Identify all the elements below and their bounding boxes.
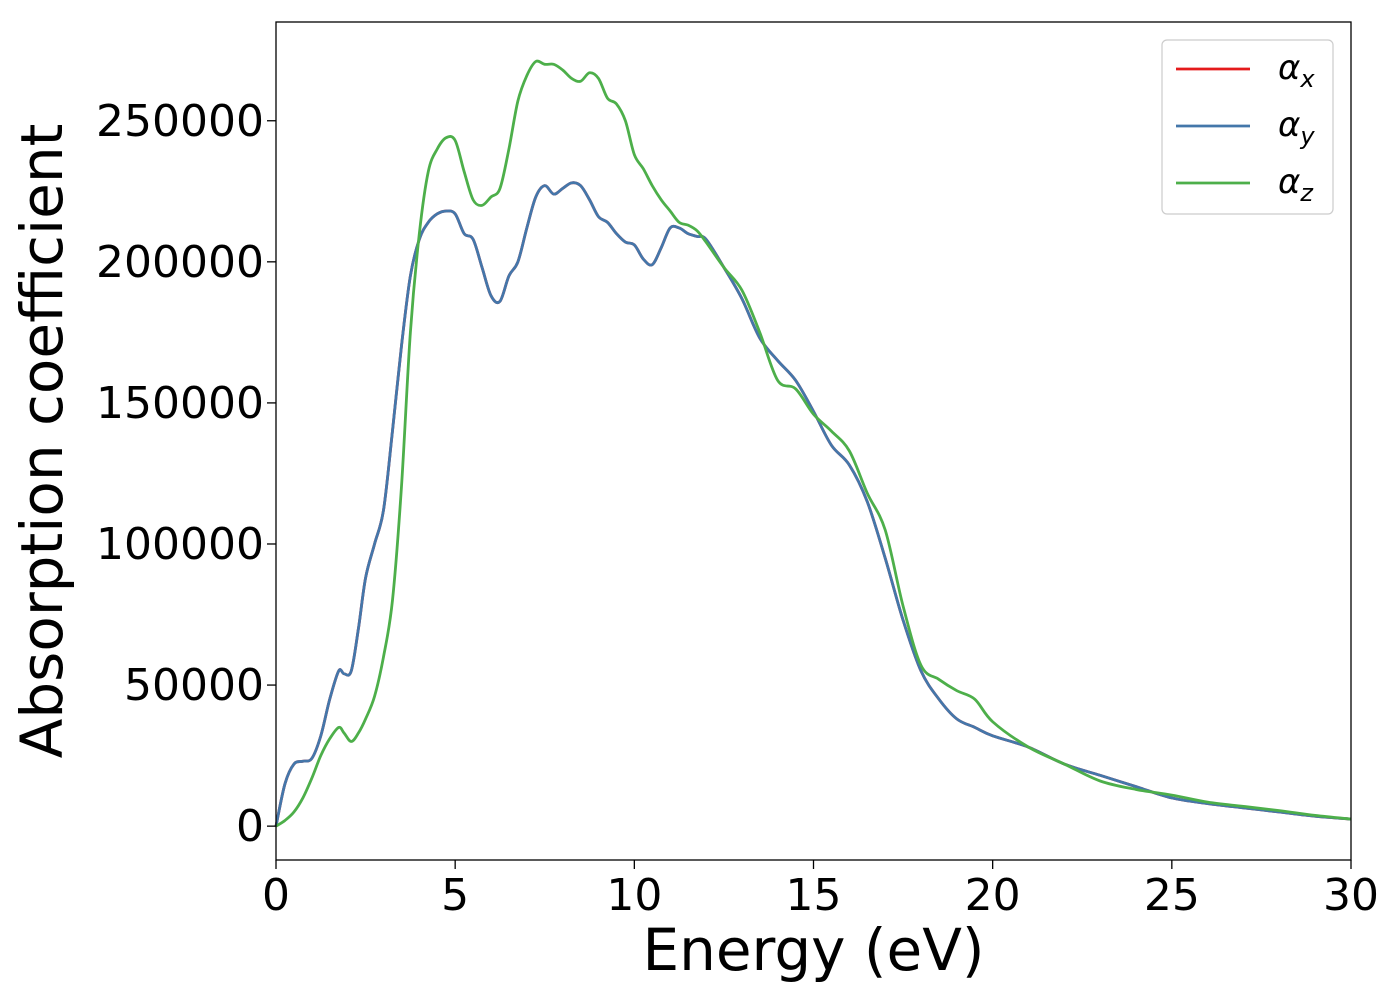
y-tick-label: 250000 xyxy=(96,96,264,147)
x-tick-label: 15 xyxy=(786,870,842,921)
plot-lines xyxy=(274,59,1352,828)
series-line-x xyxy=(274,181,1352,827)
x-axis: 0 5 10 15 20 25 30 xyxy=(262,860,1379,921)
x-tick-label: 25 xyxy=(1144,870,1200,921)
y-tick-label: 0 xyxy=(236,801,264,852)
y-axis-label: Absorption coefficient xyxy=(8,124,76,759)
y-tick-label: 50000 xyxy=(124,660,264,711)
y-tick-label: 200000 xyxy=(96,237,264,288)
x-tick-label: 10 xyxy=(606,870,662,921)
y-axis: 0 50000 100000 150000 200000 250000 xyxy=(96,96,276,852)
y-tick-label: 150000 xyxy=(96,378,264,429)
series-line-z xyxy=(275,59,1352,828)
x-axis-label: Energy (eV) xyxy=(642,916,984,984)
x-tick-label: 30 xyxy=(1323,870,1379,921)
x-tick-label: 20 xyxy=(965,870,1021,921)
series-line-y xyxy=(274,181,1352,827)
x-tick-label: 5 xyxy=(441,870,469,921)
y-tick-label: 100000 xyxy=(96,519,264,570)
x-tick-label: 0 xyxy=(262,870,290,921)
